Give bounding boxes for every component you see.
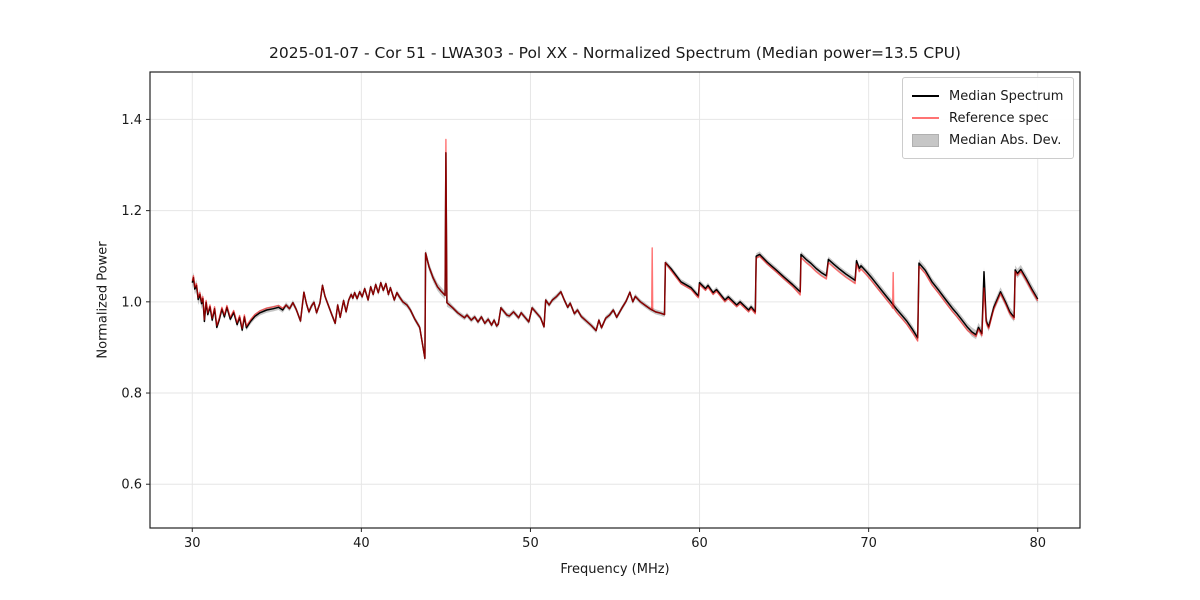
y-tick-label: 1.2 bbox=[121, 204, 142, 219]
mad-band-patch-icon bbox=[912, 133, 939, 147]
x-tick-label: 50 bbox=[522, 536, 539, 551]
legend-item-reference-spec: Reference spec bbox=[912, 107, 1063, 129]
x-tick-label: 30 bbox=[184, 536, 201, 551]
legend-label: Median Abs. Dev. bbox=[949, 132, 1062, 148]
reference-spec-line bbox=[191, 138, 1039, 360]
reference-spec-line-icon bbox=[912, 117, 939, 119]
x-tick-label: 70 bbox=[860, 536, 877, 551]
legend-item-median-spectrum: Median Spectrum bbox=[912, 85, 1063, 107]
median-spectrum-line bbox=[191, 151, 1039, 360]
legend-label: Median Spectrum bbox=[949, 88, 1064, 104]
legend-item-median-abs-dev: Median Abs. Dev. bbox=[912, 129, 1063, 151]
x-axis-label: Frequency (MHz) bbox=[560, 562, 670, 577]
chart-title: 2025-01-07 - Cor 51 - LWA303 - Pol XX - … bbox=[269, 44, 961, 62]
plot-border bbox=[149, 71, 1081, 529]
x-tick-label: 60 bbox=[691, 536, 708, 551]
x-tick-label: 80 bbox=[1029, 536, 1046, 551]
y-tick-label: 0.8 bbox=[121, 387, 142, 402]
legend: Median Spectrum Reference spec Median Ab… bbox=[902, 77, 1074, 159]
x-tick-label: 40 bbox=[353, 536, 370, 551]
y-tick-label: 1.4 bbox=[121, 113, 142, 128]
legend-label: Reference spec bbox=[949, 110, 1049, 126]
y-tick-label: 0.6 bbox=[121, 478, 142, 493]
y-tick-label: 1.0 bbox=[121, 295, 142, 310]
median-spectrum-line-icon bbox=[912, 95, 939, 97]
